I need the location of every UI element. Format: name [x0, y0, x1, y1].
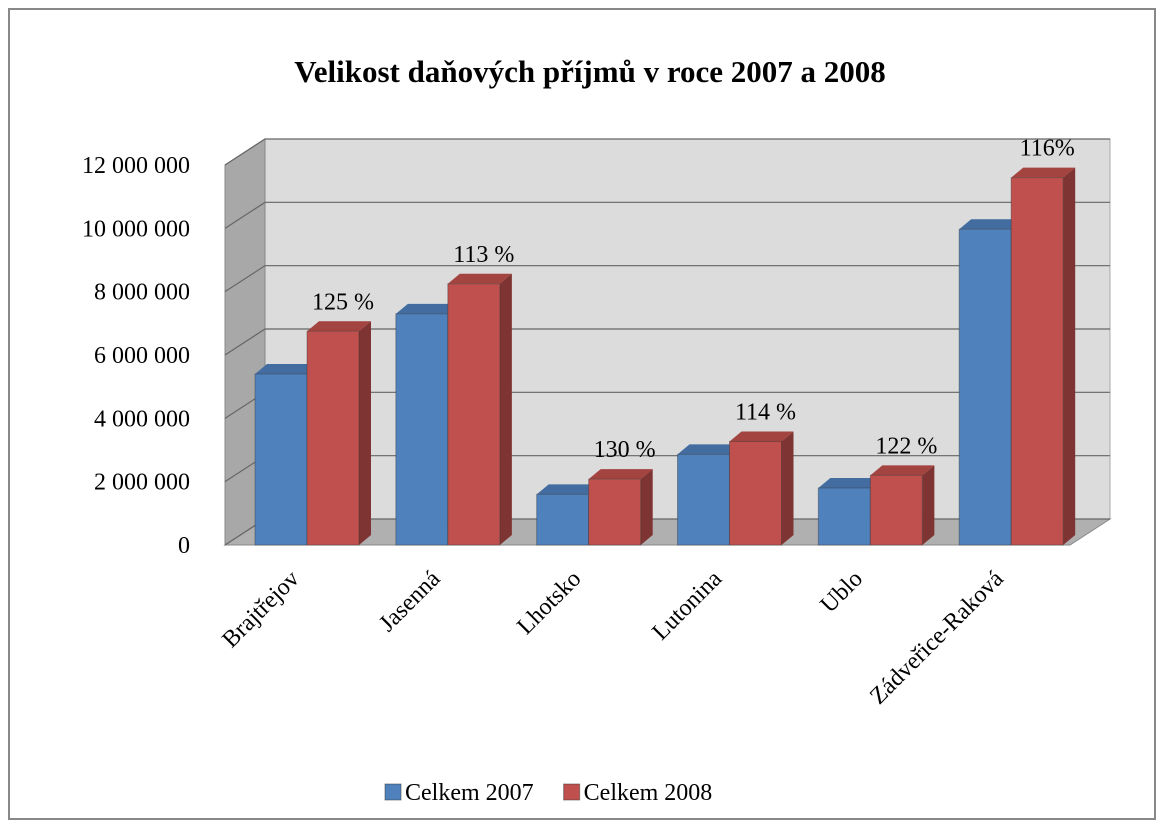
bar-top	[447, 273, 512, 284]
legend-swatch	[384, 783, 402, 801]
bar	[869, 474, 923, 546]
y-tick-label: 4 000 000	[94, 406, 190, 432]
bar	[817, 487, 871, 546]
bar-side-shade	[922, 465, 935, 545]
bar-top	[395, 303, 460, 314]
grid-line	[224, 265, 1110, 293]
bar-top-shade	[1011, 167, 1076, 178]
bar	[254, 373, 308, 546]
annotation: 122 %	[875, 433, 937, 459]
annotation: 125 %	[312, 289, 374, 315]
bar-side-shade	[781, 431, 794, 545]
bar	[1010, 177, 1064, 546]
bar-top	[536, 484, 601, 495]
bar-side	[781, 431, 794, 545]
bar-top	[729, 431, 794, 442]
legend-label: Celkem 2007	[405, 780, 534, 806]
bar-top-shade	[395, 303, 460, 314]
bar-top	[307, 321, 371, 332]
y-tick-label: 8 000 000	[94, 280, 190, 306]
bar-top	[959, 219, 1024, 230]
bar	[306, 330, 360, 546]
bar-side	[640, 469, 653, 545]
y-tick-label: 2 000 000	[94, 470, 190, 496]
y-tick-label: 12 000 000	[82, 153, 190, 179]
bar-top-shade	[255, 364, 319, 374]
grid-line	[224, 138, 1110, 166]
bar-top	[870, 465, 935, 476]
y-tick-label: 10 000 000	[82, 216, 190, 242]
bar-top	[818, 478, 883, 488]
bar-top	[588, 469, 653, 480]
bar-side-shade	[499, 273, 512, 545]
bar-side	[922, 465, 935, 545]
bar-side	[359, 321, 371, 545]
bar-top-shade	[447, 273, 512, 284]
legend-label: Celkem 2008	[584, 780, 713, 806]
bar-top-shade	[677, 444, 742, 455]
bar-top	[1011, 167, 1076, 178]
bar-top-shade	[959, 219, 1024, 230]
bar	[395, 313, 449, 546]
bar-top-shade	[729, 431, 794, 442]
bar-top-shade	[588, 469, 653, 480]
bar-side	[1063, 167, 1076, 545]
bar-top	[255, 364, 319, 374]
bar-side	[499, 273, 512, 545]
grid-line	[224, 328, 1110, 356]
bar-top-shade	[818, 478, 883, 488]
bar-top-shade	[536, 484, 601, 495]
chart-title: Velikost daňových příjmů v roce 2007 a 2…	[294, 54, 886, 89]
annotation: 116%	[1020, 136, 1075, 162]
grid-line	[224, 201, 1110, 229]
bar-side-shade	[640, 469, 653, 545]
bar	[729, 440, 782, 546]
bar-top-shade	[870, 465, 935, 476]
annotation: 114 %	[735, 399, 796, 425]
bar	[958, 228, 1012, 546]
bar-side-shade	[1063, 167, 1076, 545]
annotation: 113 %	[453, 242, 514, 268]
y-tick-label: 0	[178, 533, 190, 559]
legend-swatch	[563, 783, 581, 801]
bar	[677, 453, 730, 546]
annotation: 130 %	[594, 437, 656, 463]
bar-top-shade	[307, 321, 371, 332]
bar	[536, 493, 590, 546]
y-tick-label: 6 000 000	[94, 343, 190, 369]
bar-side-shade	[359, 321, 371, 545]
bar	[588, 478, 642, 546]
bar-top	[677, 444, 742, 455]
bar	[447, 283, 501, 546]
